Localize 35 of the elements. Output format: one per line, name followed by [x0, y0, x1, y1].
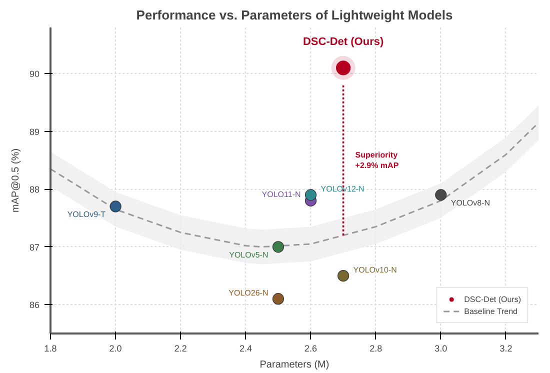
- point: [435, 189, 447, 201]
- text: DSC-Det (Ours): [302, 36, 384, 48]
- point: [272, 293, 284, 305]
- annotation: Superiority +2.9% mAP: [355, 150, 400, 170]
- y-tick-label: 86: [29, 300, 40, 310]
- annotation: YOLOv10-N: [353, 265, 398, 274]
- x-tick-label: 2.6: [304, 344, 318, 354]
- y-tick-label: 90: [29, 69, 40, 80]
- x-axis-title: Parameters (M): [260, 360, 330, 370]
- chart-title: Performance vs. Parameters of Lightweight Models: [136, 8, 453, 22]
- y-tick-label: 87: [29, 242, 40, 252]
- y-tick-label: 89: [29, 126, 40, 137]
- annotation: YOLOv5-N: [229, 250, 268, 260]
- point: [272, 241, 284, 253]
- x-tick-label: 2.4: [239, 344, 252, 354]
- annotation: YOLO26-N: [228, 288, 268, 298]
- x-tick-label: 2.0: [109, 344, 122, 354]
- point: [338, 270, 350, 282]
- y-axis-title: mAP@0.5 (%): [10, 148, 22, 213]
- legend-label: DSC-Det (Ours): [464, 294, 521, 304]
- annotation: YOLOv9-T: [67, 210, 106, 219]
- x-tick-label: 3.2: [500, 344, 512, 354]
- line-series: [50, 122, 538, 248]
- x-tick-label: 2.8: [370, 344, 382, 354]
- x-tick-label: 1.8: [44, 344, 57, 354]
- point: [110, 200, 122, 212]
- point: [331, 56, 356, 80]
- annotation: YOLOv12-N: [320, 184, 365, 194]
- y-tick-label: 88: [29, 184, 40, 195]
- annotation: YOLOv8-N: [450, 198, 490, 208]
- x-tick-label: 3.0: [434, 344, 448, 354]
- legend-label: Baseline Trend: [464, 306, 518, 316]
- x-tick-label: 2.2: [174, 344, 187, 354]
- annotation: YOLO11-N: [262, 190, 301, 200]
- point: [304, 189, 317, 201]
